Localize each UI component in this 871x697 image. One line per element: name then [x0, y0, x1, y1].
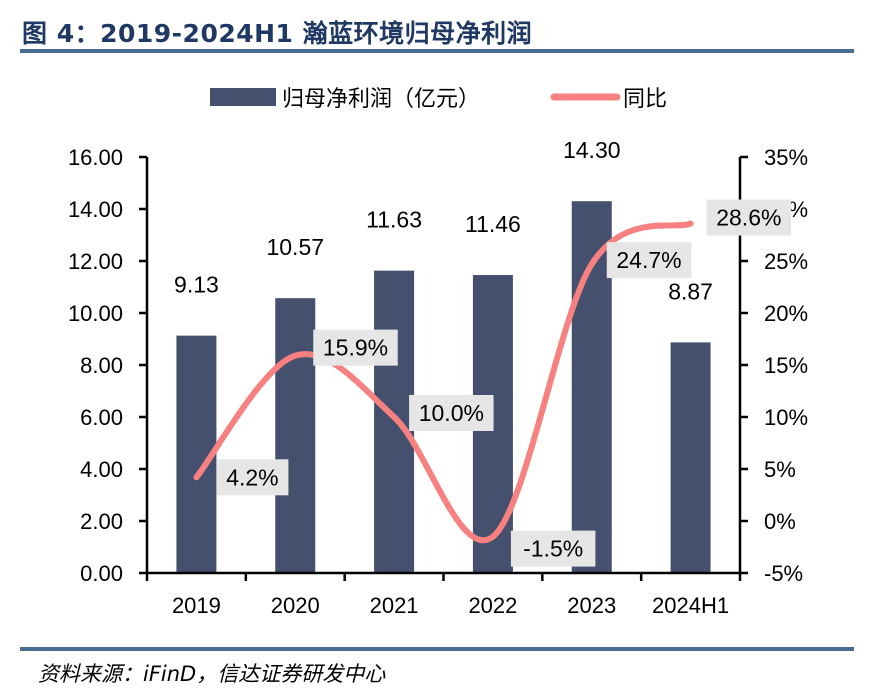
line-value-label: 4.2% — [226, 464, 278, 490]
legend-swatch-bar — [210, 88, 276, 106]
axes: 0.00 2.00 4.00 6.00 8.00 10.00 12.00 14.00 16.00… — [68, 145, 808, 618]
y-right-tick-label: 15% — [764, 353, 808, 378]
line-value-label-box — [216, 459, 289, 496]
chart-title: 图 4：2019-2024H1 瀚蓝环境归母净利润 — [22, 19, 533, 48]
y-left-tick-label: 6.00 — [80, 405, 123, 430]
line-value-label: 15.9% — [323, 335, 388, 361]
line-value-label-box — [606, 242, 692, 279]
line-value-label-box — [510, 530, 596, 567]
x-tick-label: 2024H1 — [652, 593, 729, 618]
y-left-tick-label: 12.00 — [68, 249, 123, 274]
y-left-tick-label: 14.00 — [68, 197, 123, 222]
y-right-tick-label: -5% — [764, 561, 803, 586]
y-left-tick-label: 2.00 — [80, 509, 123, 534]
y-right-tick-label: 0% — [764, 509, 796, 534]
line-value-label-box — [706, 199, 792, 236]
line-value-label: 24.7% — [616, 247, 681, 273]
y-right-tick-label: 20% — [764, 301, 808, 326]
source-note: 资料来源：iFinD，信达证券研发中心 — [38, 662, 386, 686]
x-tick-label: 2022 — [468, 593, 517, 618]
legend-label-bar: 归母净利润（亿元） — [282, 87, 480, 112]
line-value-label: 10.0% — [419, 400, 484, 426]
bar-value-label: 14.30 — [563, 137, 621, 163]
x-tick-label: 2020 — [271, 593, 320, 618]
bar-2021 — [374, 270, 415, 573]
y-left-tick-label: 8.00 — [80, 353, 123, 378]
x-tick-label: 2019 — [172, 593, 221, 618]
bar-2024H1 — [670, 342, 711, 573]
bar-2023 — [571, 201, 612, 573]
y-right-tick-label: 5% — [764, 457, 796, 482]
y-left-tick-label: 0.00 — [80, 561, 123, 586]
title-divider — [20, 49, 854, 53]
legend-label-line: 同比 — [623, 87, 667, 112]
y-right-tick-label: 35% — [764, 145, 808, 170]
x-tick-label: 2021 — [370, 593, 419, 618]
bar-value-label: 10.57 — [266, 234, 324, 260]
line-value-label: 28.6% — [716, 205, 781, 231]
y-right-tick-label: 25% — [764, 249, 808, 274]
y-left-tick-label: 10.00 — [68, 301, 123, 326]
y-right-tick-label: 10% — [764, 405, 808, 430]
yoy-growth-line — [193, 220, 694, 543]
legend: 归母净利润（亿元） 同比 — [210, 87, 667, 112]
data-labels: 9.13 10.57 11.63 11.46 14.30 8.87 4.2% 15.9% 10.… — [174, 137, 792, 567]
bar-2020 — [275, 298, 316, 573]
y-left-tick-label: 4.00 — [80, 457, 123, 482]
source-divider — [20, 647, 854, 651]
bar-value-label: 8.87 — [668, 278, 713, 304]
bar-value-label: 11.63 — [366, 207, 422, 233]
line-value-label: -1.5% — [523, 536, 583, 562]
bar-value-label: 11.46 — [465, 211, 521, 237]
y-left-tick-label: 16.00 — [68, 145, 123, 170]
bar-value-label: 9.13 — [174, 272, 219, 298]
line-series — [193, 220, 694, 543]
line-value-label-box — [313, 329, 398, 366]
x-tick-label: 2023 — [567, 593, 616, 618]
line-value-label-box — [409, 395, 494, 431]
